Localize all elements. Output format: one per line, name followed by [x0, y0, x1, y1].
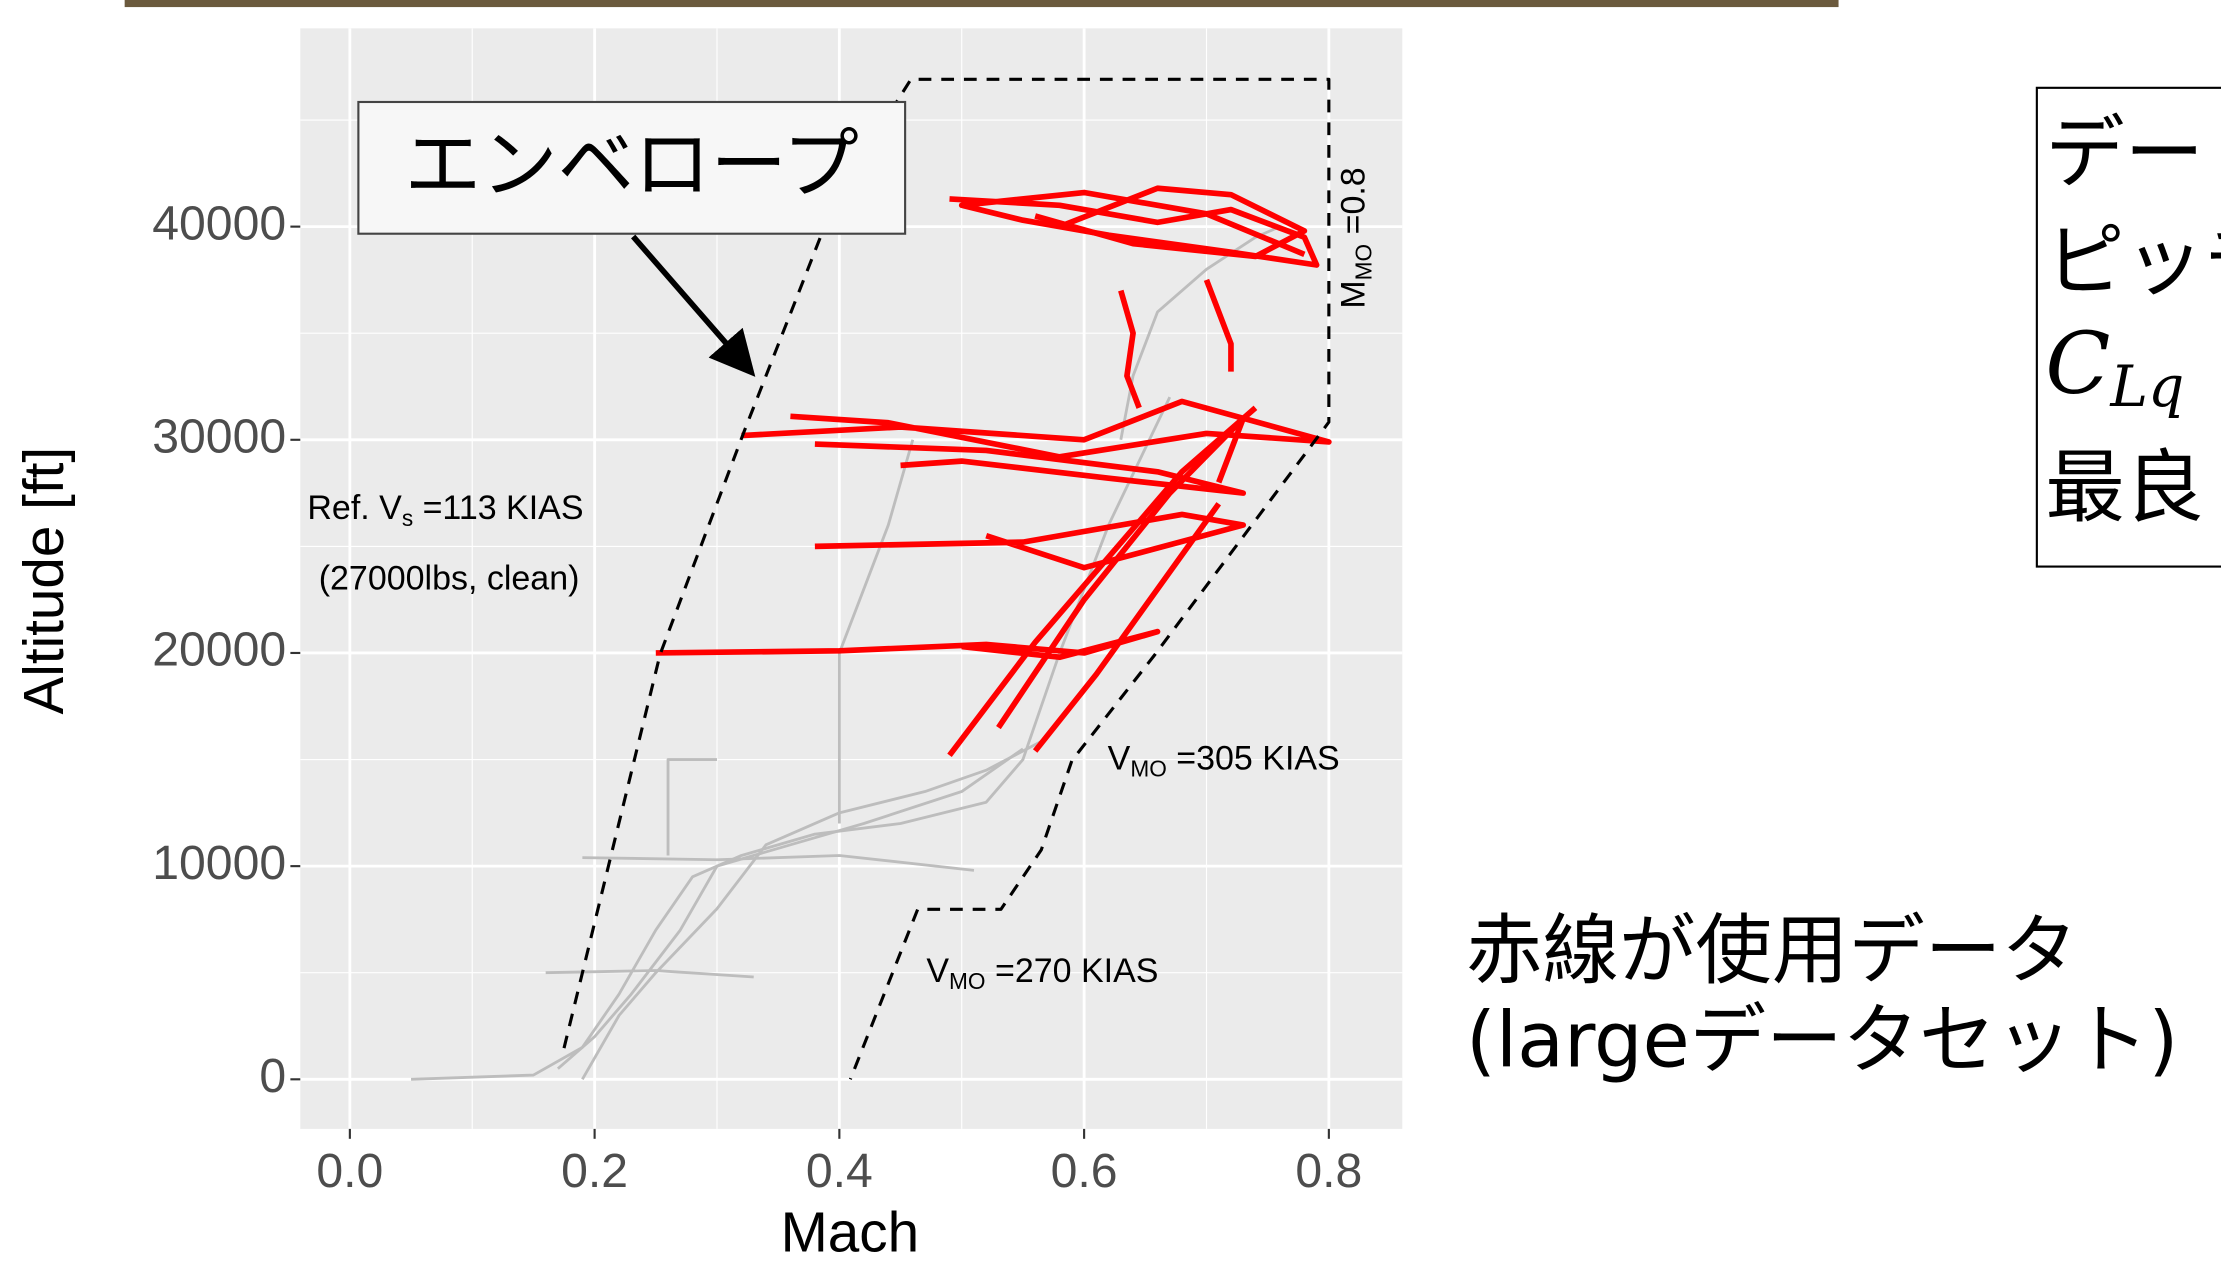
- y-tick-label: 30000: [152, 410, 286, 464]
- x-tick-label: 0.0: [316, 1144, 383, 1198]
- annotation-part: MO: [1350, 244, 1376, 281]
- annotation-part: M: [1335, 280, 1373, 308]
- x-tick-label: 0.4: [806, 1144, 873, 1198]
- x-axis-label: Mach: [781, 1202, 920, 1265]
- y-tick-label: 0: [259, 1049, 286, 1103]
- annotation-part: =0.8: [1335, 167, 1373, 244]
- page: 0.0 0.2 0.4 0.6 0.8 0 10000 20000 30000 40000 Ref.…: [0, 0, 2221, 1267]
- y-tick-label: 40000: [152, 196, 286, 250]
- annotation-part: (27000lbs, clean): [319, 560, 580, 598]
- y-tick-label: 10000: [152, 836, 286, 890]
- annotation: Ref. Vs =113 KIAS: [307, 489, 583, 531]
- y-tick-label: 20000: [152, 623, 286, 677]
- side-text: 最良: [2045, 441, 2204, 534]
- slide: 0.0 0.2 0.4 0.6 0.8 0 10000 20000 30000 40000 Ref.…: [0, 0, 2221, 1267]
- annotation-part: MO: [1130, 756, 1167, 782]
- x-tick-label: 0.8: [1295, 1144, 1362, 1198]
- annotation-part: V: [1108, 740, 1131, 778]
- annotation: (27000lbs, clean): [319, 560, 580, 598]
- x-tick-label: 0.2: [561, 1144, 628, 1198]
- annotation-part: MO: [949, 968, 986, 994]
- y-axis-label: Altitude [ft]: [13, 447, 76, 715]
- annotation-part: V: [926, 952, 949, 990]
- caption: (largeデータセット): [1466, 996, 2178, 1085]
- annotation-part: =113 KIAS: [413, 489, 583, 527]
- annotation: MMO =0.8: [1335, 167, 1377, 308]
- caption: 赤線が使用データ: [1466, 907, 2078, 996]
- callout-text: エンベロープ: [405, 121, 859, 210]
- side-text: デー: [2045, 107, 2204, 200]
- side-text: ピッチ: [2045, 214, 2221, 307]
- x-tick-label: 0.6: [1051, 1144, 1118, 1198]
- annotation-part: =270 KIAS: [986, 952, 1159, 990]
- annotation-part: s: [402, 505, 413, 531]
- photo-strip: [125, 0, 1839, 7]
- annotation-part: =305 KIAS: [1167, 740, 1340, 778]
- annotation-part: Ref. V: [307, 489, 402, 527]
